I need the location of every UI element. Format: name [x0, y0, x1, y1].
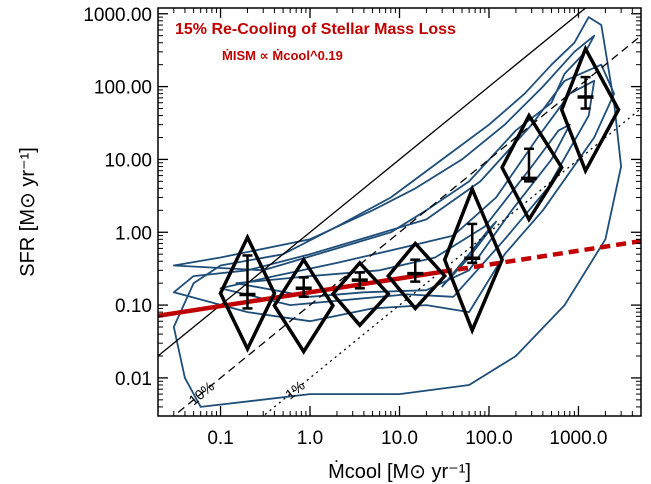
- x-tick-label: 10.0: [381, 428, 418, 449]
- x-axis-label: Ṁcool [M⊙ yr⁻¹]: [328, 460, 471, 483]
- fit-line-group: [158, 238, 641, 318]
- fit-line-dashed: [441, 238, 641, 275]
- y-tick-label: 10.00: [104, 150, 152, 171]
- y-tick-label: 0.10: [115, 296, 152, 317]
- contour-1: [172, 63, 615, 323]
- y-tick-label: 100.00: [94, 78, 152, 99]
- bin-diamond: [330, 260, 391, 328]
- bin-diamond: [559, 44, 621, 175]
- x-tick-label: 1.0: [297, 428, 323, 449]
- y-tick-label: 1.00: [115, 223, 152, 244]
- chart-title: 15% Re-Cooling of Stellar Mass Loss: [175, 21, 456, 38]
- reference-line-label-dashed: 10%: [185, 378, 217, 408]
- y-axis-label: SFR [M⊙ yr⁻¹]: [17, 147, 39, 277]
- y-tick-label: 1000.00: [83, 5, 152, 26]
- bin-3: [330, 260, 391, 328]
- bin-markers: [218, 44, 621, 355]
- reference-line-solid: [158, 8, 587, 357]
- x-tick-label: 100.0: [465, 428, 513, 449]
- bin-diamond: [386, 240, 448, 312]
- bin-diamond: [500, 112, 564, 223]
- fit-line-solid: [158, 269, 443, 318]
- chart-subtitle: ṀISM ∝ Ṁcool^0.19: [222, 48, 343, 63]
- reference-lines: [158, 8, 641, 416]
- bin-7: [559, 44, 621, 175]
- contour-6: [172, 16, 622, 408]
- x-tick-label: 0.1: [207, 428, 233, 449]
- reference-line-label-dotted: 1%: [282, 377, 308, 402]
- x-tick-label: 1000.0: [549, 428, 607, 449]
- contour-group: [172, 16, 622, 408]
- bin-6: [500, 112, 564, 223]
- bin-diamond: [442, 184, 505, 335]
- contour-3: [235, 123, 571, 298]
- bin-diamond: [218, 233, 277, 353]
- y-tick-label: 0.01: [115, 369, 152, 390]
- bin-1: [218, 233, 277, 353]
- bin-diamond: [272, 256, 335, 355]
- contour-5: [172, 34, 596, 272]
- bin-4: [386, 240, 448, 312]
- axes-group: 0.1 1.0 10.0 100.0 1000.0 0.01 0.10 1.00 10.00 10…: [83, 5, 642, 449]
- bin-5: [442, 184, 505, 335]
- bin-2: [272, 256, 335, 355]
